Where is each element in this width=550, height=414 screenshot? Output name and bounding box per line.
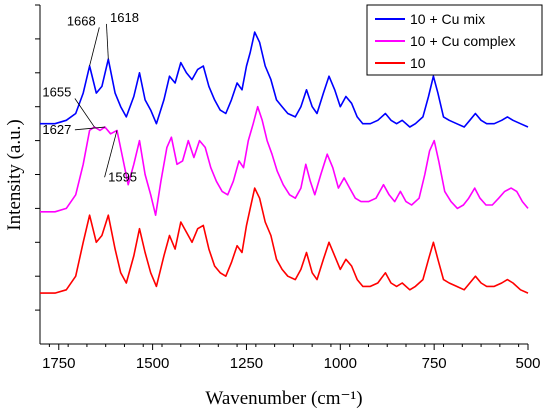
x-axis-title: Wavenumber (cm⁻¹) <box>205 388 362 409</box>
annotation-leader <box>104 130 118 178</box>
peak-annotation-label: 1668 <box>67 13 96 28</box>
x-tick-label: 1500 <box>136 355 169 372</box>
peak-annotation-label: 1618 <box>110 10 139 25</box>
series-line-1 <box>40 31 529 128</box>
annotation-layer: 1668 1618 1655 1627 1595 <box>42 10 138 184</box>
y-ticks <box>35 4 40 311</box>
peak-annotation-label: 1627 <box>42 122 71 137</box>
legend-entry-label: 10 <box>410 55 426 71</box>
x-tick-label: 500 <box>515 355 540 372</box>
annotation-leader <box>106 23 109 60</box>
x-tick-label: 1750 <box>42 355 75 372</box>
annotation-leader <box>74 126 105 131</box>
annotation-leader <box>74 98 95 128</box>
peak-annotation-label: 1655 <box>42 85 71 100</box>
peak-annotation-label: 1595 <box>108 169 137 184</box>
x-tick-label: 1000 <box>324 355 357 372</box>
series-layer <box>40 31 529 294</box>
x-tick-label: 750 <box>422 355 447 372</box>
legend-items: 10 + Cu mix 10 + Cu complex 10 <box>375 11 515 71</box>
x-ticks: 1750 1500 1250 1000 750 500 <box>42 344 541 372</box>
y-axis-title: Intensity (a.u.) <box>4 119 25 230</box>
series-line-2 <box>40 105 529 216</box>
legend-entry-label: 10 + Cu mix <box>410 11 485 27</box>
x-tick-label: 1250 <box>230 355 263 372</box>
series-line-3 <box>40 187 529 294</box>
legend-entry-label: 10 + Cu complex <box>410 33 515 49</box>
annotation-leader <box>89 27 100 67</box>
legend: 10 + Cu mix 10 + Cu complex 10 <box>366 4 543 76</box>
